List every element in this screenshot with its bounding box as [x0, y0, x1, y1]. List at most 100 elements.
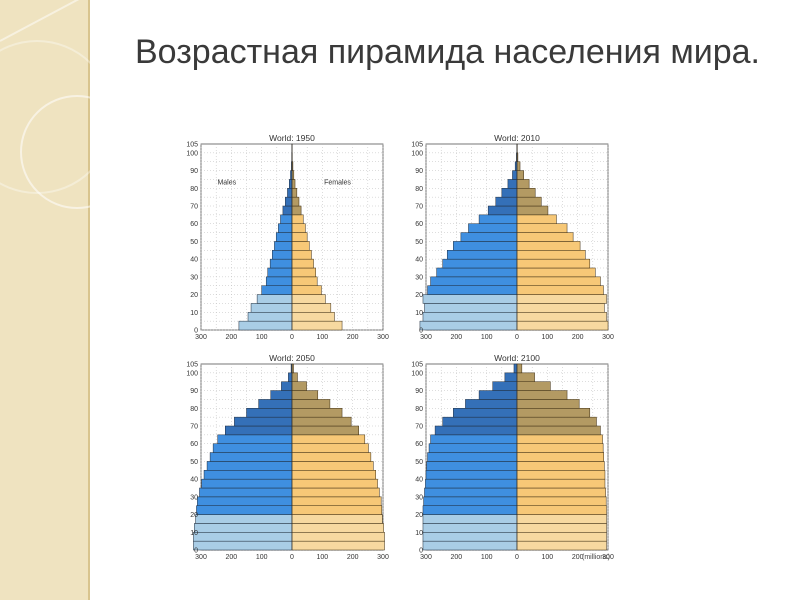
bar-male [427, 452, 518, 462]
bar-female [516, 390, 568, 400]
bar-male [238, 320, 293, 331]
bar-female [516, 223, 568, 233]
bar-male [419, 320, 518, 331]
bar-female [291, 399, 331, 409]
y-tick-label: 105 [411, 362, 423, 369]
bar-female [516, 161, 521, 171]
bar-female [291, 294, 326, 304]
bar-male [513, 363, 518, 374]
y-tick-label: 0 [419, 548, 423, 555]
y-tick-label: 40 [415, 257, 423, 264]
bar-female [291, 514, 383, 524]
y-tick-label: 60 [190, 221, 198, 228]
x-tick-label: 300 [195, 334, 207, 341]
x-tick-label: 0 [290, 334, 294, 341]
x-tick-label: 0 [515, 554, 519, 561]
y-tick-label: 50 [415, 239, 423, 246]
bar-male [197, 496, 293, 506]
bar-female [516, 363, 523, 374]
x-tick-label: 100 [481, 334, 493, 341]
x-tick-label: 100 [256, 334, 268, 341]
bar-male [436, 267, 518, 278]
x-tick-label: 200 [347, 334, 359, 341]
bar-male [424, 487, 518, 498]
bar-female [291, 179, 296, 189]
x-tick-label: 200 [450, 554, 462, 561]
bar-male [267, 267, 293, 278]
bar-female [516, 443, 604, 453]
y-tick-label: 105 [186, 362, 198, 369]
y-tick-label: 80 [190, 186, 198, 193]
y-tick-label: 30 [415, 274, 423, 281]
x-tick-label: 0 [515, 334, 519, 341]
bar-female [291, 258, 314, 269]
bar-male [501, 188, 518, 198]
legend-label-females: Females [324, 180, 351, 187]
bar-female [516, 250, 586, 260]
bar-male [275, 232, 293, 242]
y-tick-label: 60 [415, 441, 423, 448]
y-tick-label: 60 [415, 221, 423, 228]
bar-female [516, 205, 549, 216]
bar-male [199, 487, 293, 498]
bar-male [288, 372, 293, 382]
bar-female [291, 523, 384, 533]
bar-male [460, 232, 518, 242]
bar-male [422, 532, 518, 542]
bar-female [516, 267, 596, 278]
x-tick-label: 300 [602, 554, 614, 561]
bar-male [442, 258, 518, 269]
y-tick-label: 100 [186, 150, 198, 157]
bar-male [246, 408, 293, 418]
decorative-line [0, 0, 107, 42]
bar-male [225, 425, 293, 436]
y-tick-label: 20 [415, 512, 423, 519]
bar-female [291, 214, 304, 224]
bar-male [250, 303, 293, 313]
y-tick-label: 30 [415, 494, 423, 501]
y-tick-label: 40 [190, 257, 198, 264]
y-tick-label: 70 [190, 424, 198, 431]
bar-female [291, 241, 310, 251]
bar-female [516, 188, 536, 198]
bar-male [265, 276, 293, 286]
y-tick-label: 20 [190, 292, 198, 299]
bar-male [425, 478, 518, 489]
bar-male [487, 205, 518, 216]
y-tick-label: 100 [186, 370, 198, 377]
x-tick-label: 100 [316, 554, 328, 561]
bar-male [422, 505, 518, 515]
bar-female [291, 188, 298, 198]
bar-female [516, 478, 606, 489]
bar-male [287, 188, 293, 198]
bar-female [291, 416, 352, 427]
bar-male [269, 258, 293, 269]
bar-male [512, 170, 518, 180]
bar-male [261, 285, 293, 295]
y-tick-label: 10 [190, 310, 198, 317]
bar-female [291, 196, 300, 207]
x-tick-label: 200 [572, 334, 584, 341]
decorative-ring [20, 95, 134, 209]
bar-male [430, 434, 518, 444]
x-tick-label: 300 [195, 554, 207, 561]
bar-female [516, 452, 605, 462]
bar-male [478, 390, 518, 400]
bar-male [422, 523, 518, 533]
bar-male [281, 381, 293, 391]
y-tick-label: 70 [415, 204, 423, 211]
bar-male [203, 470, 293, 480]
x-tick-label: 300 [420, 334, 432, 341]
bar-female [291, 408, 343, 418]
y-tick-label: 80 [190, 406, 198, 413]
bar-female [291, 232, 308, 242]
y-tick-label: 105 [186, 142, 198, 149]
bar-female [291, 312, 335, 322]
y-tick-label: 40 [415, 477, 423, 484]
bar-male [424, 303, 518, 313]
decorative-side-band [0, 0, 134, 600]
bar-female [516, 540, 607, 551]
y-tick-label: 50 [190, 239, 198, 246]
units-note: (millions) [582, 554, 610, 561]
